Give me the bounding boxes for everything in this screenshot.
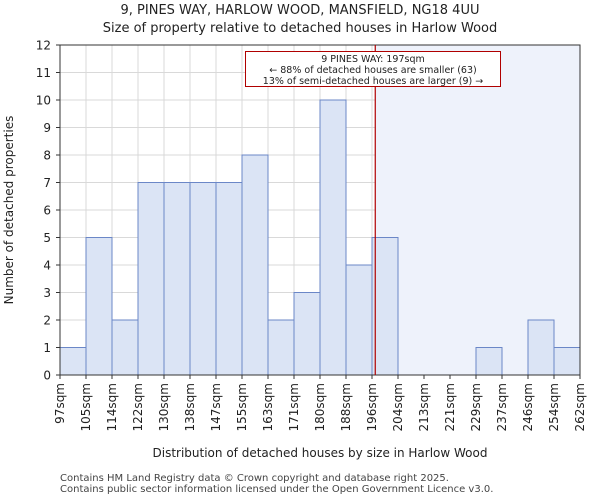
y-tick-label: 10 xyxy=(36,94,51,108)
x-tick-label: 188sqm xyxy=(339,383,353,431)
bar-97sqm xyxy=(59,347,87,376)
annotation-line-1: 9 PINES WAY: 197sqm xyxy=(321,54,425,65)
bar-254sqm xyxy=(553,347,581,376)
annotation-line-3: 13% of semi-detached houses are larger (… xyxy=(262,76,484,87)
y-tick-label: 7 xyxy=(43,176,51,190)
bar-229sqm xyxy=(475,347,503,376)
x-tick-label: 254sqm xyxy=(547,383,561,431)
bar-171sqm xyxy=(293,292,321,376)
x-tick-label: 130sqm xyxy=(157,383,171,431)
x-tick-label: 221sqm xyxy=(443,383,457,431)
x-tick-label: 196sqm xyxy=(365,383,379,431)
x-tick-label: 229sqm xyxy=(469,383,483,431)
bar-188sqm xyxy=(345,264,373,376)
bar-layer xyxy=(59,99,581,376)
bar-130sqm xyxy=(163,182,191,376)
x-tick-label: 122sqm xyxy=(131,383,145,431)
y-tick-label: 6 xyxy=(43,204,51,218)
bar-163sqm xyxy=(267,319,295,376)
x-tick-label: 213sqm xyxy=(417,383,431,431)
y-tick-label: 1 xyxy=(43,341,51,355)
y-tick-label: 8 xyxy=(43,149,51,163)
bar-114sqm xyxy=(111,319,139,376)
x-tick-label: 262sqm xyxy=(573,383,587,431)
footer-line-2: Contains public sector information licen… xyxy=(60,484,494,495)
y-tick-label: 9 xyxy=(43,121,51,135)
chart-subtitle: Size of property relative to detached ho… xyxy=(102,21,498,36)
footer-line-1: Contains HM Land Registry data © Crown c… xyxy=(60,473,449,484)
y-tick-label: 12 xyxy=(36,39,51,53)
x-tick-label: 204sqm xyxy=(391,383,405,431)
y-tick-label: 0 xyxy=(43,369,51,383)
x-tick-label: 237sqm xyxy=(495,383,509,431)
x-tick-label: 180sqm xyxy=(313,383,327,431)
bar-246sqm xyxy=(527,319,555,376)
x-tick-label: 97sqm xyxy=(53,383,67,424)
y-tick-label: 4 xyxy=(43,259,51,273)
marker-annotation-box: 9 PINES WAY: 197sqm ← 88% of detached ho… xyxy=(245,51,501,87)
x-tick-label: 114sqm xyxy=(105,383,119,431)
x-tick-label: 155sqm xyxy=(235,383,249,431)
y-tick-label: 2 xyxy=(43,314,51,328)
chart-title: 9, PINES WAY, HARLOW WOOD, MANSFIELD, NG… xyxy=(120,3,480,18)
x-tick-label: 147sqm xyxy=(209,383,223,431)
bar-138sqm xyxy=(189,182,217,376)
x-tick-label: 171sqm xyxy=(287,383,301,431)
x-tick-label: 138sqm xyxy=(183,383,197,431)
bar-147sqm xyxy=(215,182,243,376)
x-tick-label: 163sqm xyxy=(261,383,275,431)
x-tick-label: 105sqm xyxy=(79,383,93,431)
bar-180sqm xyxy=(319,99,347,376)
y-tick-label: 11 xyxy=(36,66,51,80)
bar-196sqm xyxy=(371,237,399,376)
x-axis-label: Distribution of detached houses by size … xyxy=(153,446,488,460)
bar-155sqm xyxy=(241,154,269,376)
bar-105sqm xyxy=(85,237,113,376)
y-tick-label: 5 xyxy=(43,231,51,245)
bar-122sqm xyxy=(137,182,165,376)
annotation-line-2: ← 88% of detached houses are smaller (63… xyxy=(269,65,477,76)
y-tick-label: 3 xyxy=(43,286,51,300)
x-tick-label: 246sqm xyxy=(521,383,535,431)
y-axis-label: Number of detached properties xyxy=(2,116,16,305)
